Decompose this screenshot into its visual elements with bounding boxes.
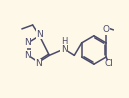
Text: N: N bbox=[24, 38, 30, 47]
Text: N: N bbox=[61, 44, 67, 54]
Text: Cl: Cl bbox=[105, 59, 114, 68]
Text: N: N bbox=[35, 59, 42, 69]
Text: H: H bbox=[61, 37, 67, 46]
Text: O: O bbox=[103, 25, 110, 34]
Text: N: N bbox=[24, 51, 30, 60]
Text: N: N bbox=[36, 29, 43, 39]
